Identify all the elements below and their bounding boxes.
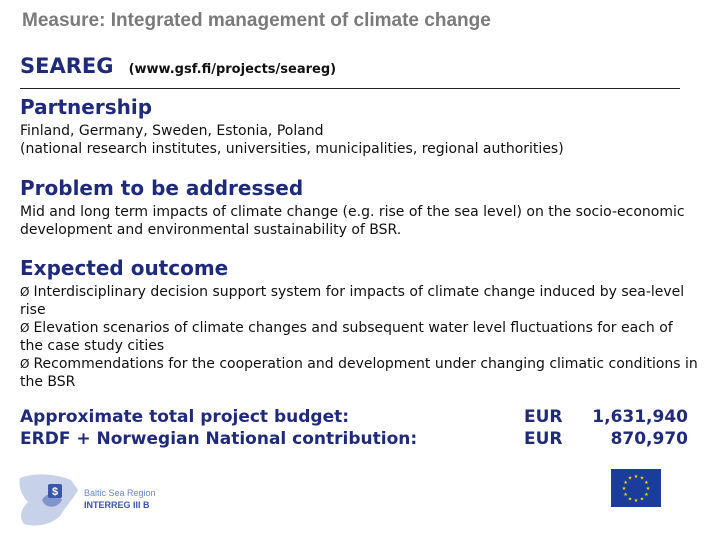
- arrow-bullet-icon: Ø: [20, 285, 30, 299]
- interreg-logo: $ Baltic Sea Region INTERREG III B: [16, 470, 166, 532]
- budget-row-total: Approximate total project budget: EUR 1,…: [20, 406, 700, 428]
- outcome-item: Ø Interdisciplinary decision support syst…: [20, 283, 700, 319]
- outcome-item-text: Interdisciplinary decision support syste…: [20, 284, 685, 318]
- eu-star-icon: ★: [628, 496, 633, 502]
- eu-flag-icon: ★ ★ ★ ★ ★ ★ ★ ★ ★ ★ ★ ★: [611, 469, 661, 507]
- outcome-title: Expected outcome: [20, 256, 229, 280]
- eu-star-icon: ★: [634, 474, 639, 480]
- partnership-title: Partnership: [20, 95, 153, 119]
- budget-section: Approximate total project budget: EUR 1,…: [20, 406, 700, 450]
- eu-star-icon: ★: [640, 476, 645, 482]
- partnership-countries: Finland, Germany, Sweden, Estonia, Polan…: [20, 123, 324, 139]
- eu-stars-icon: ★ ★★★★★★★★★★★: [622, 474, 651, 504]
- partnership-section: Partnership Finland, Germany, Sweden, Es…: [20, 96, 700, 158]
- partnership-institutions: (national research institutes, universit…: [20, 141, 564, 157]
- eu-star-icon: ★: [623, 480, 628, 486]
- partnership-text: Finland, Germany, Sweden, Estonia, Polan…: [20, 122, 700, 158]
- outcome-section: Expected outcome Ø Interdisciplinary deci…: [20, 257, 700, 391]
- budget-currency: EUR: [524, 429, 563, 449]
- project-line: SEAREG (www.gsf.fi/projects/seareg): [20, 54, 336, 78]
- arrow-bullet-icon: Ø: [20, 357, 30, 371]
- problem-text: Mid and long term impacts of climate cha…: [20, 204, 685, 238]
- eu-star-icon: ★: [644, 480, 649, 486]
- eu-star-icon: ★: [646, 486, 651, 492]
- budget-row-erdf: ERDF + Norwegian National contribution: …: [20, 428, 700, 450]
- budget-label: ERDF + Norwegian National contribution:: [20, 429, 418, 449]
- outcome-item: Ø Elevation scenarios of climate changes …: [20, 319, 700, 355]
- budget-amount: 870,970: [610, 429, 688, 449]
- page-title: Measure: Integrated management of climat…: [22, 10, 491, 31]
- eu-star-icon: ★: [628, 476, 633, 482]
- divider-rule: [20, 88, 680, 89]
- project-url[interactable]: (www.gsf.fi/projects/seareg): [128, 62, 337, 77]
- arrow-bullet-icon: Ø: [20, 321, 30, 335]
- project-name: SEAREG: [20, 54, 114, 78]
- eu-star-icon: ★: [640, 496, 645, 502]
- eu-star-icon: ★: [623, 492, 628, 498]
- svg-text:$: $: [52, 486, 58, 498]
- outcome-list: Ø Interdisciplinary decision support syst…: [20, 283, 700, 391]
- budget-label: Approximate total project budget:: [20, 407, 350, 427]
- budget-currency: EUR: [524, 407, 563, 427]
- outcome-item-text: Recommendations for the cooperation and …: [20, 356, 698, 390]
- budget-amount: 1,631,940: [592, 407, 688, 427]
- eu-star-icon: ★: [622, 486, 627, 492]
- problem-title: Problem to be addressed: [20, 176, 304, 200]
- eu-star-icon: ★: [644, 492, 649, 498]
- outcome-item: Ø Recommendations for the cooperation and…: [20, 355, 700, 391]
- logo-line1: Baltic Sea Region: [84, 488, 156, 498]
- baltic-sea-region-logo-icon: $ Baltic Sea Region INTERREG III B: [19, 474, 156, 526]
- problem-section: Problem to be addressed Mid and long ter…: [20, 177, 700, 239]
- outcome-item-text: Elevation scenarios of climate changes a…: [20, 320, 673, 354]
- eu-star-icon: ★: [634, 498, 639, 504]
- logo-line2: INTERREG III B: [84, 500, 150, 510]
